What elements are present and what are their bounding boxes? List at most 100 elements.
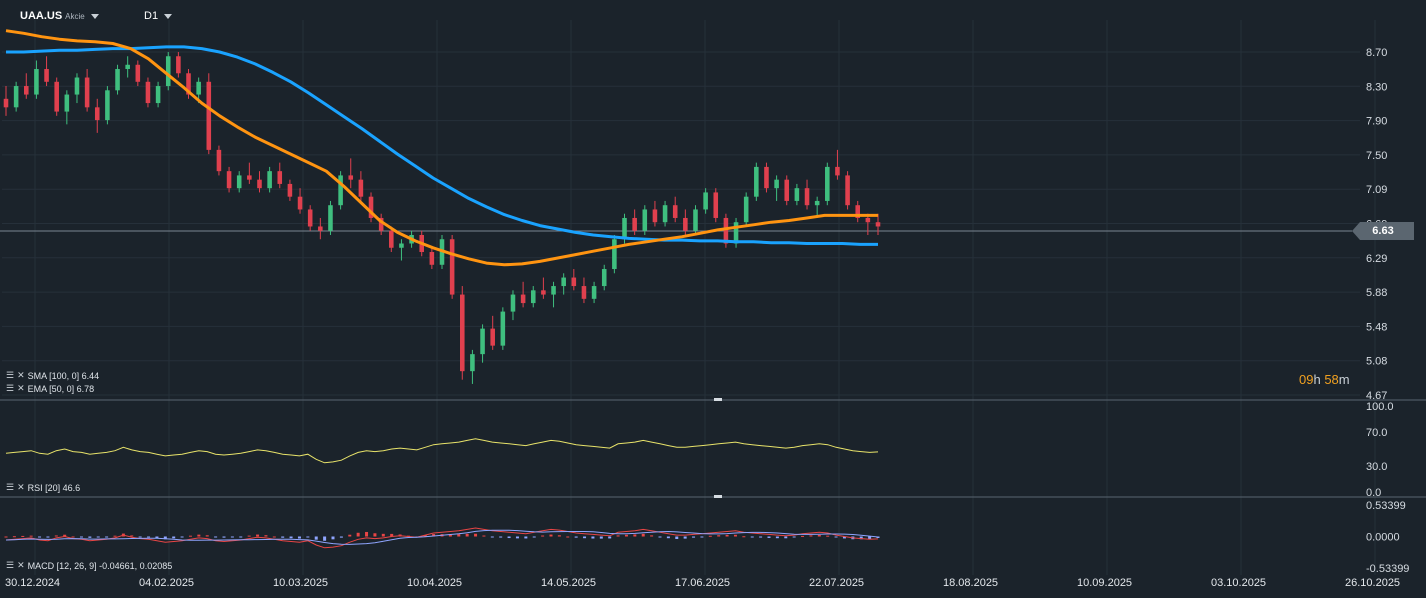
candle-countdown: 09h 58m — [1299, 372, 1350, 387]
macd-histogram-bar — [809, 535, 813, 537]
menu-icon[interactable]: ☰ — [6, 370, 15, 380]
macd-histogram-bar — [583, 536, 587, 539]
macd-histogram-bar — [515, 536, 519, 539]
date-axis-label: 30.12.2024 — [5, 577, 60, 589]
macd-histogram-bar — [54, 535, 58, 537]
macd-histogram-bar — [574, 536, 578, 538]
macd-histogram-bar — [557, 535, 561, 537]
candle-body — [64, 94, 70, 112]
macd-histogram-bar — [348, 534, 352, 537]
date-axis-label: 22.07.2025 — [809, 577, 864, 589]
macd-histogram-bar — [608, 536, 612, 539]
candle-body — [378, 217, 384, 231]
candle-body — [612, 239, 617, 270]
rsi-axis-label: 100.0 — [1366, 401, 1394, 413]
candle-body — [44, 69, 49, 82]
close-icon[interactable]: ✕ — [17, 560, 25, 570]
macd-histogram-bar — [549, 534, 553, 537]
countdown-minutes: 58 — [1324, 372, 1339, 387]
resize-handle — [714, 495, 722, 498]
macd-histogram-bar — [79, 536, 83, 538]
close-icon[interactable]: ✕ — [17, 383, 25, 393]
macd-histogram-bar — [29, 535, 33, 537]
rsi-axis-label: 30.0 — [1366, 461, 1387, 473]
macd-histogram-bar — [138, 536, 142, 538]
candle-body — [125, 64, 130, 70]
macd-histogram-bar — [507, 536, 511, 539]
macd-histogram-bar — [767, 536, 771, 538]
macd-histogram-bar — [172, 536, 176, 539]
macd-histogram-bar — [465, 533, 469, 537]
menu-icon[interactable]: ☰ — [6, 482, 15, 492]
macd-histogram-bar — [390, 533, 394, 537]
chevron-down-icon[interactable] — [90, 13, 99, 19]
candle-body — [561, 277, 566, 287]
candle-body — [480, 328, 485, 355]
price-axis-label: 7.09 — [1366, 184, 1387, 196]
resize-handle — [714, 398, 722, 401]
candle-body — [358, 179, 364, 197]
macd-histogram-bar — [214, 536, 218, 538]
macd-histogram-bar — [155, 536, 159, 539]
close-icon[interactable]: ✕ — [17, 370, 25, 380]
candle-body — [307, 209, 313, 227]
macd-histogram-bar — [12, 536, 16, 538]
date-axis-label: 10.09.2025 — [1077, 577, 1132, 589]
macd-histogram-bar — [239, 536, 243, 538]
macd-axis-label: 0.0000 — [1366, 532, 1400, 544]
candle-body — [74, 77, 80, 95]
candle-body — [186, 73, 191, 95]
ema-legend: ☰ ✕ EMA [50, 0] 6.78 — [6, 383, 94, 394]
macd-histogram-bar — [281, 536, 285, 538]
candle-body — [459, 294, 465, 372]
macd-histogram-bar — [759, 536, 763, 538]
macd-histogram-bar — [272, 536, 276, 538]
macd-histogram-bar — [432, 534, 436, 537]
chevron-down-icon[interactable] — [164, 13, 173, 19]
date-axis-label: 17.06.2025 — [675, 577, 730, 589]
macd-histogram-bar — [566, 536, 570, 538]
countdown-hours-unit: h — [1313, 372, 1321, 387]
candle-body — [520, 294, 526, 304]
candle-body — [683, 217, 688, 231]
sma-line — [6, 45, 878, 246]
candle-body — [287, 183, 293, 197]
candle-body — [713, 192, 719, 218]
candle-body — [774, 179, 779, 189]
date-axis-label: 03.10.2025 — [1211, 577, 1266, 589]
macd-histogram-bar — [373, 533, 377, 537]
candle-body — [733, 222, 739, 244]
macd-histogram-bar — [46, 536, 50, 538]
macd-histogram-bar — [289, 536, 293, 539]
macd-legend: ☰ ✕ MACD [12, 26, 9] -0.04661, 0.02085 — [6, 560, 172, 571]
date-axis-label: 10.03.2025 — [273, 577, 328, 589]
macd-axis-label: -0.53399 — [1366, 563, 1409, 575]
timeframe-selector[interactable]: D1 — [144, 10, 173, 22]
macd-histogram-bar — [147, 536, 151, 538]
candle-body — [601, 269, 607, 287]
candle-body — [226, 171, 232, 189]
macd-histogram-bar — [700, 536, 704, 538]
macd-histogram-bar — [490, 536, 494, 538]
symbol-selector[interactable]: UAA.US Akcie — [20, 10, 99, 22]
menu-icon[interactable]: ☰ — [6, 383, 15, 393]
candle-body — [581, 286, 587, 299]
candle-body — [216, 149, 222, 172]
macd-histogram-bar — [650, 535, 654, 537]
macd-histogram-bar — [784, 536, 788, 539]
candle-body — [34, 69, 39, 95]
candle-body — [277, 171, 283, 184]
macd-histogram-bar — [725, 534, 729, 537]
close-icon[interactable]: ✕ — [17, 482, 25, 492]
candle-body — [551, 286, 556, 295]
macd-histogram-bar — [21, 535, 25, 537]
macd-histogram-bar — [113, 535, 117, 537]
price-axis-label: 7.90 — [1366, 116, 1387, 128]
candle-body — [743, 196, 749, 223]
macd-histogram-bar — [641, 533, 645, 537]
macd-histogram-bar — [230, 536, 234, 538]
menu-icon[interactable]: ☰ — [6, 560, 15, 570]
macd-histogram-bar — [708, 535, 712, 537]
macd-histogram-bar — [423, 535, 427, 537]
